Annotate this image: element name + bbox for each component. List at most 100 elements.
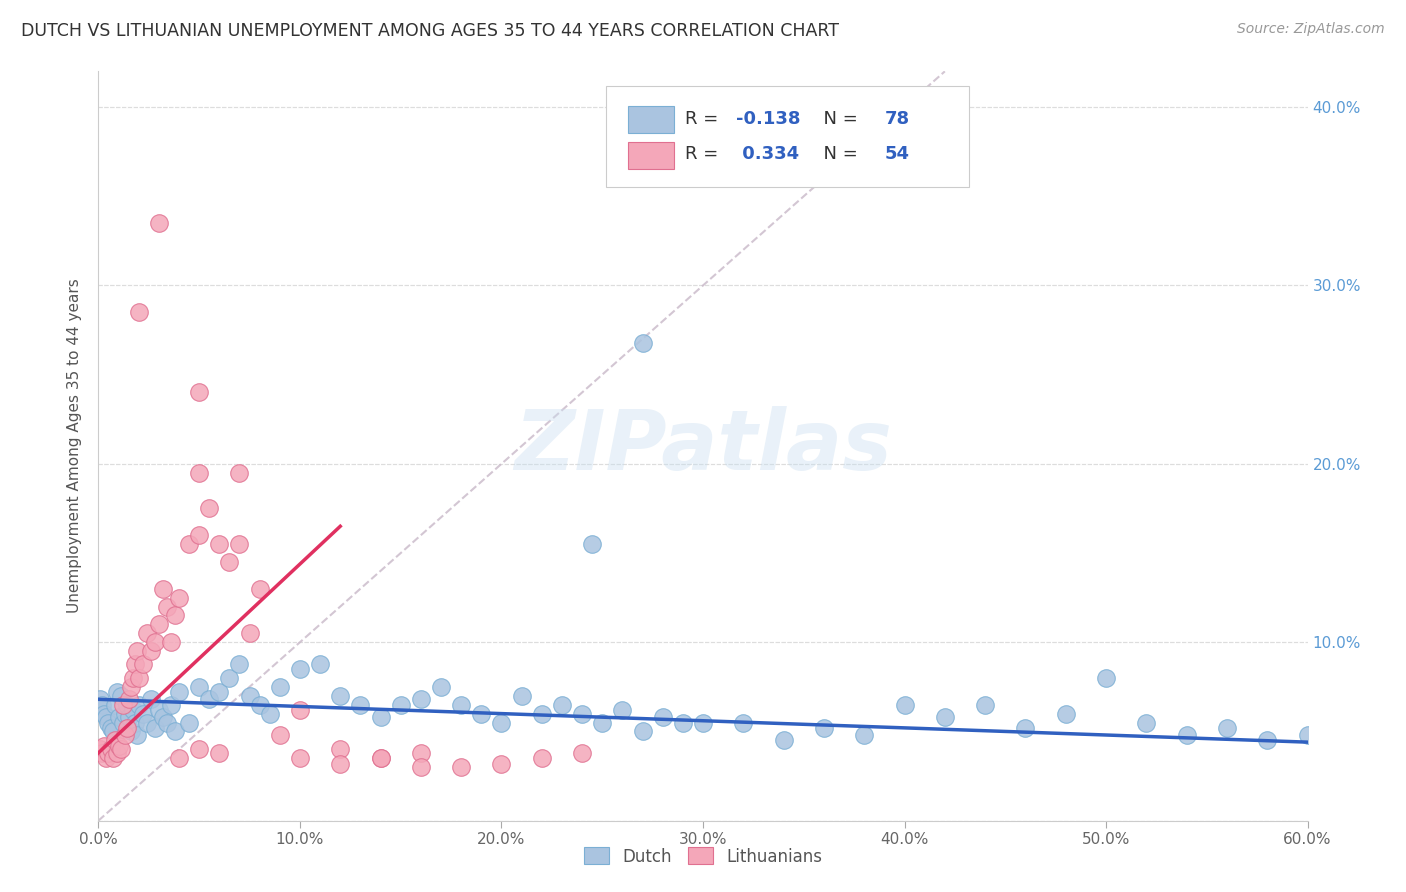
Point bbox=[491, 715, 513, 730]
Point bbox=[1054, 706, 1077, 721]
Point bbox=[581, 537, 603, 551]
Point bbox=[1296, 728, 1319, 742]
Point bbox=[121, 671, 143, 685]
Point bbox=[100, 742, 122, 756]
Point bbox=[101, 724, 124, 739]
Point bbox=[107, 739, 129, 753]
Point bbox=[409, 692, 432, 706]
Point bbox=[288, 703, 311, 717]
Text: 78: 78 bbox=[884, 111, 910, 128]
Point bbox=[125, 728, 148, 742]
Point bbox=[121, 703, 143, 717]
Point bbox=[89, 692, 111, 706]
Point bbox=[269, 680, 291, 694]
Point bbox=[128, 305, 150, 319]
Point bbox=[100, 721, 122, 735]
Point bbox=[198, 692, 221, 706]
Point bbox=[135, 715, 157, 730]
Point bbox=[974, 698, 997, 712]
Point bbox=[672, 715, 695, 730]
Point bbox=[631, 724, 654, 739]
Point bbox=[530, 706, 553, 721]
Point bbox=[631, 335, 654, 350]
Point bbox=[228, 537, 250, 551]
Point bbox=[115, 698, 138, 712]
Point bbox=[93, 706, 115, 721]
Point bbox=[139, 644, 162, 658]
Legend: Dutch, Lithuanians: Dutch, Lithuanians bbox=[576, 841, 830, 872]
Point bbox=[370, 710, 392, 724]
Point bbox=[228, 657, 250, 671]
Point bbox=[893, 698, 915, 712]
Point bbox=[111, 715, 134, 730]
Point bbox=[156, 599, 179, 614]
Point bbox=[1216, 721, 1239, 735]
Text: R =: R = bbox=[685, 111, 724, 128]
Point bbox=[107, 710, 129, 724]
Point bbox=[160, 698, 183, 712]
Point bbox=[370, 751, 392, 765]
Point bbox=[148, 216, 170, 230]
Point bbox=[612, 703, 634, 717]
Point bbox=[111, 698, 134, 712]
Point bbox=[188, 742, 211, 756]
Point bbox=[239, 689, 262, 703]
FancyBboxPatch shape bbox=[606, 87, 969, 187]
Point bbox=[97, 746, 120, 760]
Point bbox=[124, 715, 146, 730]
Point bbox=[208, 685, 231, 699]
Point bbox=[96, 710, 118, 724]
Point bbox=[651, 710, 673, 724]
Point bbox=[208, 746, 231, 760]
FancyBboxPatch shape bbox=[628, 106, 673, 133]
Point bbox=[329, 742, 352, 756]
Point bbox=[132, 706, 155, 721]
Point bbox=[772, 733, 794, 747]
Point bbox=[93, 739, 115, 753]
Point bbox=[179, 715, 201, 730]
Point bbox=[139, 692, 162, 706]
Point bbox=[409, 746, 432, 760]
Point bbox=[1256, 733, 1278, 747]
Point bbox=[470, 706, 492, 721]
Point bbox=[510, 689, 533, 703]
Point bbox=[167, 751, 190, 765]
Point bbox=[934, 710, 956, 724]
Point bbox=[259, 706, 281, 721]
Point bbox=[97, 715, 120, 730]
Point bbox=[491, 756, 513, 771]
Point bbox=[101, 751, 124, 765]
Point bbox=[228, 466, 250, 480]
Text: 54: 54 bbox=[884, 145, 910, 162]
Point bbox=[114, 706, 136, 721]
Point bbox=[188, 466, 211, 480]
Point bbox=[1175, 728, 1198, 742]
Point bbox=[450, 760, 472, 774]
Point bbox=[1095, 671, 1118, 685]
Point bbox=[239, 626, 262, 640]
Text: ZIPatlas: ZIPatlas bbox=[515, 406, 891, 486]
Point bbox=[571, 746, 593, 760]
Point bbox=[124, 657, 146, 671]
Point bbox=[409, 760, 432, 774]
Point bbox=[329, 689, 352, 703]
Point bbox=[91, 746, 114, 760]
Point bbox=[120, 680, 142, 694]
Point bbox=[128, 698, 150, 712]
Point bbox=[198, 501, 221, 516]
Point bbox=[143, 635, 166, 649]
Point bbox=[96, 751, 118, 765]
Point bbox=[188, 528, 211, 542]
Point bbox=[91, 698, 114, 712]
Text: R =: R = bbox=[685, 145, 724, 162]
Point bbox=[249, 698, 271, 712]
Y-axis label: Unemployment Among Ages 35 to 44 years: Unemployment Among Ages 35 to 44 years bbox=[67, 278, 83, 614]
Point bbox=[167, 591, 190, 605]
Point bbox=[118, 710, 141, 724]
Point bbox=[152, 582, 174, 596]
Point bbox=[530, 751, 553, 765]
Point bbox=[110, 742, 132, 756]
Point bbox=[288, 751, 311, 765]
FancyBboxPatch shape bbox=[628, 142, 673, 169]
Point bbox=[591, 715, 613, 730]
